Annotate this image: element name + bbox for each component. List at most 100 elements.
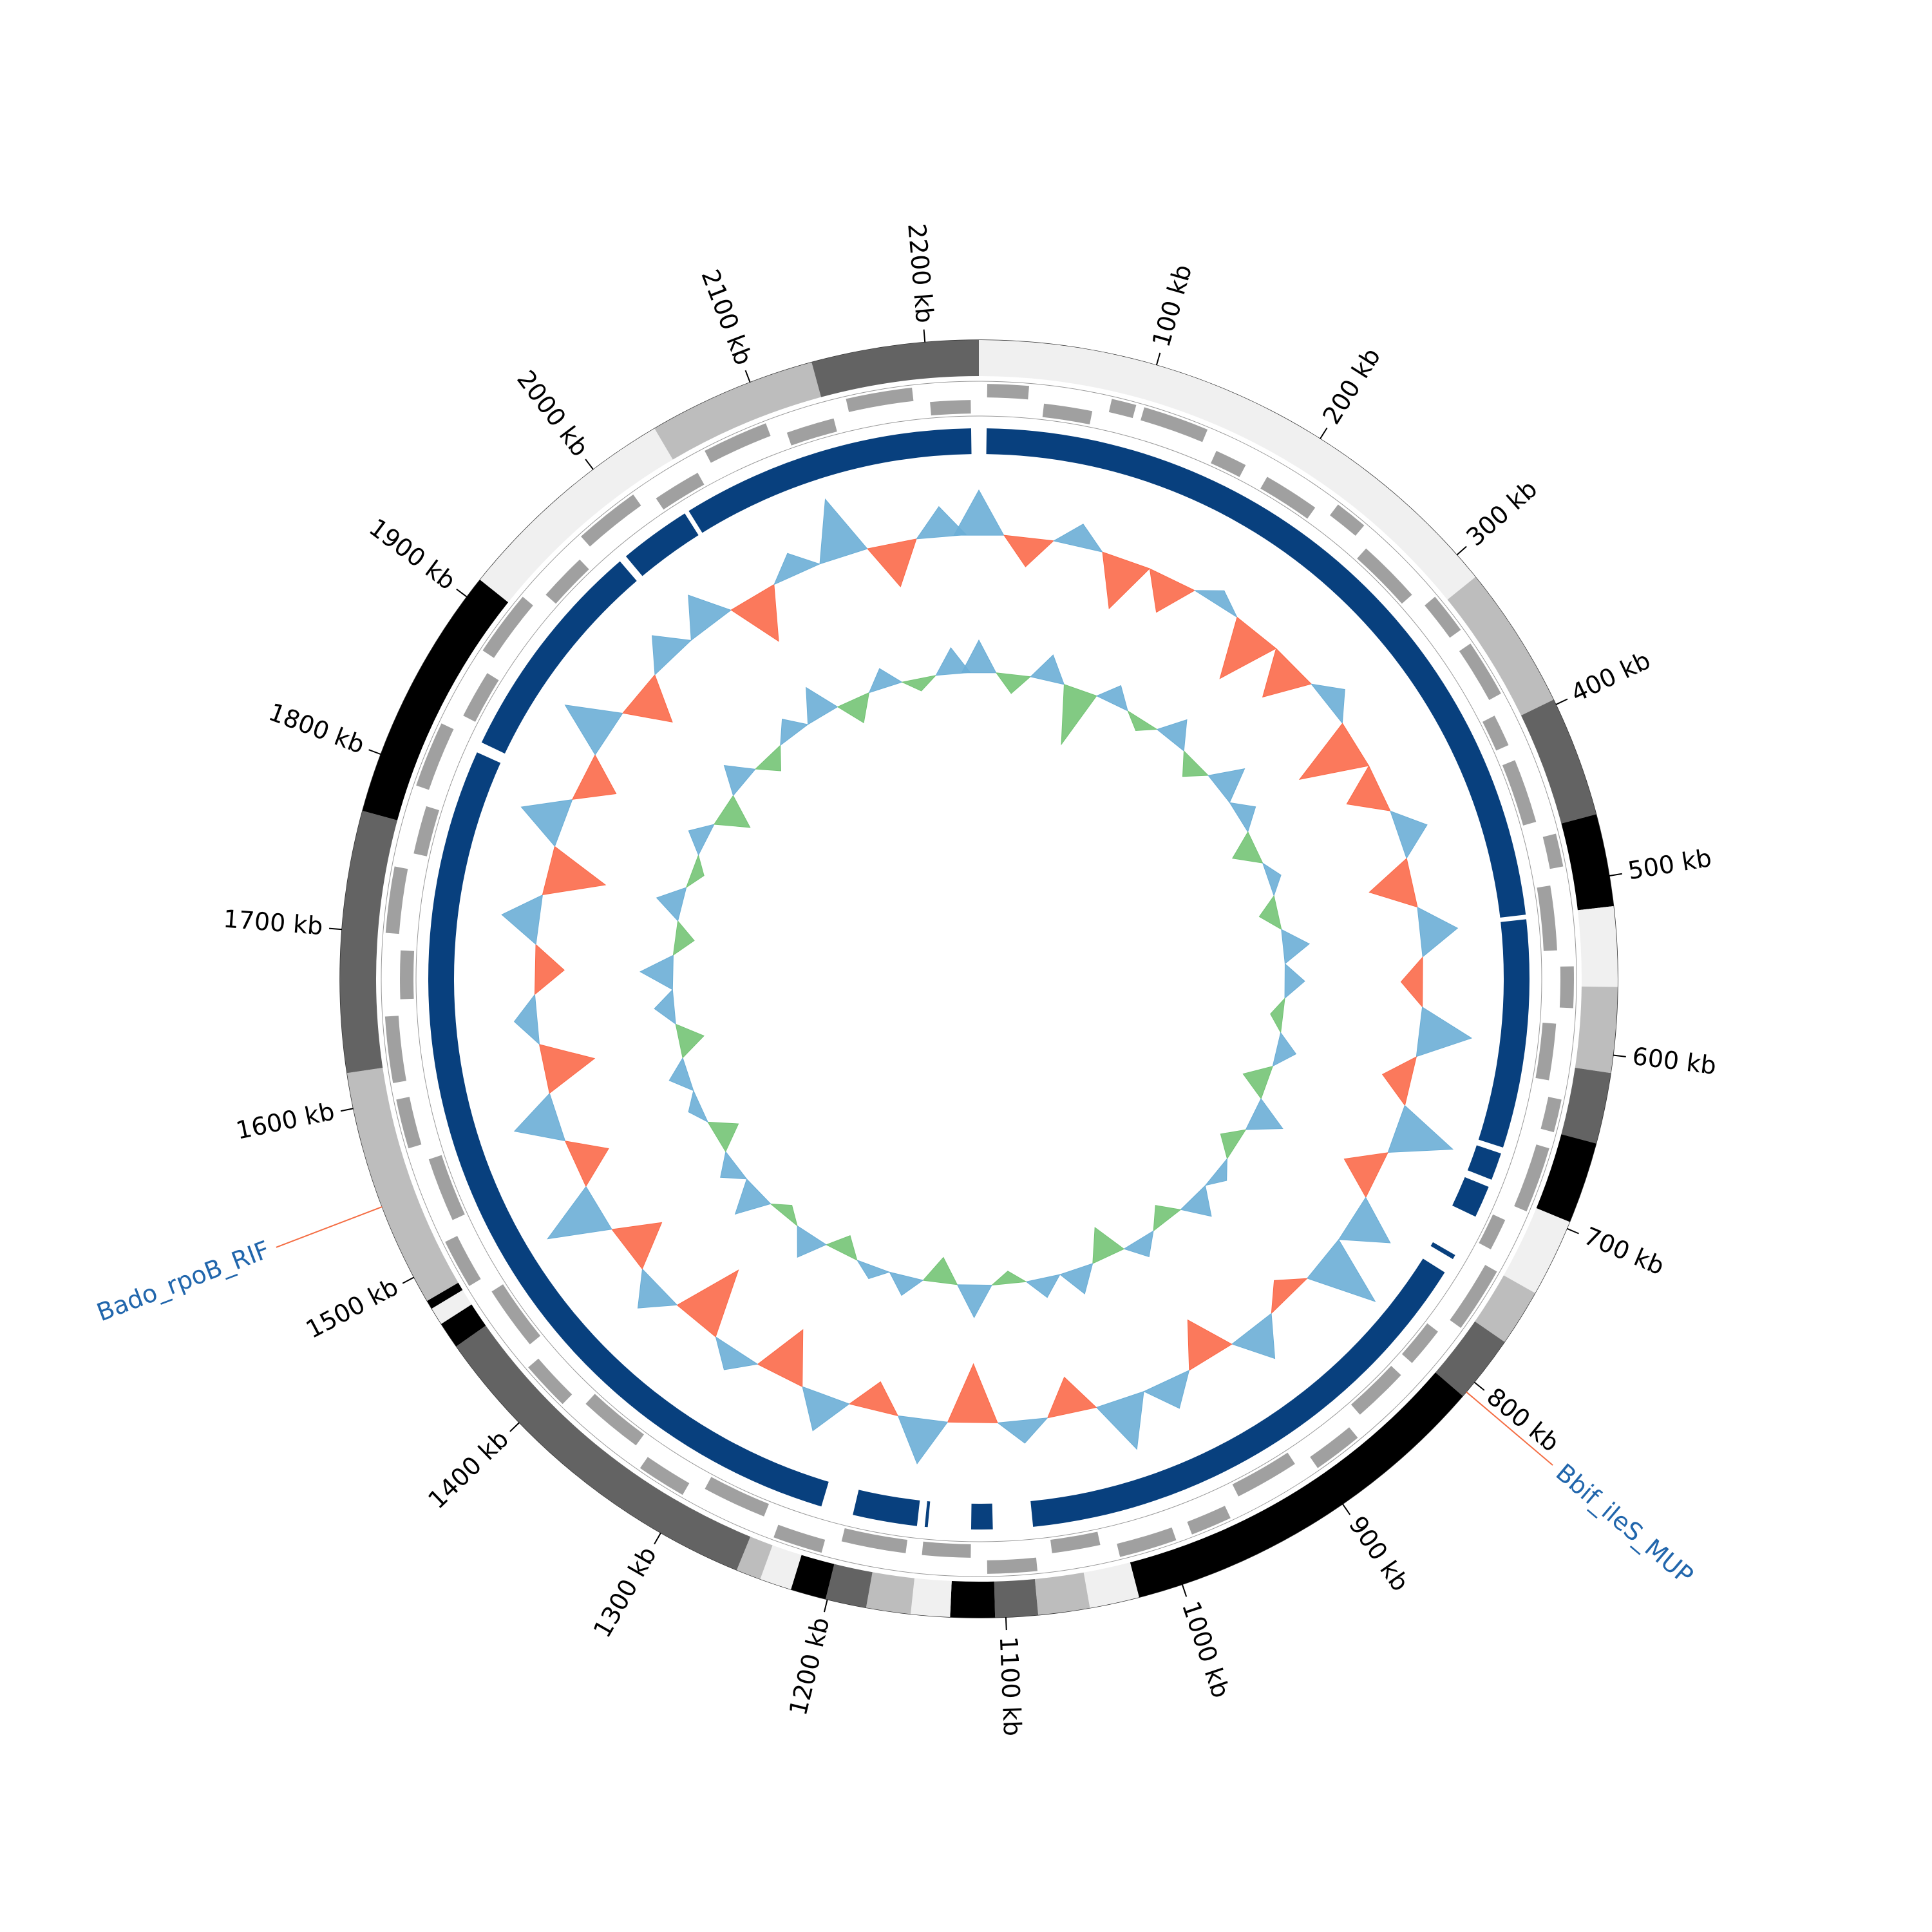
track-spike bbox=[639, 954, 674, 990]
gene bbox=[1232, 1452, 1295, 1497]
track-spike bbox=[995, 672, 1032, 694]
track-spike bbox=[1381, 1056, 1417, 1106]
tick bbox=[1456, 545, 1467, 556]
gene bbox=[384, 1016, 406, 1083]
contig bbox=[950, 1581, 996, 1618]
tick-label: 2000 kb bbox=[511, 365, 594, 462]
tick-label: 500 kb bbox=[1626, 844, 1714, 886]
track-spike bbox=[1123, 1230, 1154, 1258]
track-spike bbox=[961, 639, 997, 674]
track-spike bbox=[1156, 719, 1188, 752]
gene-ring-border bbox=[381, 381, 1577, 1577]
gene bbox=[1187, 1506, 1231, 1535]
tick bbox=[1566, 1227, 1579, 1235]
contig bbox=[1503, 1208, 1570, 1293]
track-spike bbox=[1187, 1319, 1233, 1371]
tick-label: 2200 kb bbox=[902, 222, 939, 324]
gene bbox=[1482, 715, 1509, 751]
tick-label: 1200 kb bbox=[784, 1615, 835, 1718]
track-spike bbox=[622, 674, 673, 723]
track-spike bbox=[806, 687, 838, 725]
track-spike bbox=[688, 594, 732, 641]
tick-label: 1500 kb bbox=[301, 1273, 403, 1344]
track-spike bbox=[1390, 810, 1428, 859]
block bbox=[481, 561, 637, 754]
track-spike bbox=[990, 1271, 1027, 1286]
gene bbox=[1330, 504, 1365, 536]
gene bbox=[987, 1557, 1037, 1574]
track-spike bbox=[513, 994, 540, 1045]
tick-label: 2100 kb bbox=[696, 265, 758, 368]
gene bbox=[705, 423, 771, 463]
track-spike bbox=[542, 846, 607, 896]
track-spike bbox=[688, 1090, 709, 1123]
gene bbox=[705, 1477, 770, 1517]
track-spike bbox=[947, 1363, 998, 1423]
track-spike bbox=[1182, 750, 1209, 777]
gene bbox=[585, 1394, 644, 1446]
track-spike bbox=[1258, 895, 1282, 931]
gene-ring-border bbox=[415, 415, 1542, 1542]
contig bbox=[362, 580, 509, 820]
track-spike bbox=[1242, 1065, 1274, 1099]
gene bbox=[416, 723, 454, 790]
gene bbox=[1211, 451, 1246, 477]
contig bbox=[431, 1290, 472, 1324]
gene bbox=[1117, 1527, 1177, 1557]
gene bbox=[846, 387, 914, 412]
track-spike bbox=[1030, 654, 1065, 685]
track-spike bbox=[1298, 723, 1370, 780]
track-spike bbox=[707, 1121, 739, 1153]
track-spike bbox=[819, 498, 868, 565]
contig bbox=[1561, 1067, 1611, 1144]
track-spike bbox=[668, 1057, 694, 1092]
gene bbox=[773, 1524, 826, 1553]
gene bbox=[1350, 1365, 1401, 1415]
contig bbox=[994, 1578, 1039, 1618]
track-spike bbox=[501, 894, 544, 945]
track-spike bbox=[901, 674, 937, 692]
contig bbox=[1034, 1572, 1090, 1615]
tick bbox=[1320, 427, 1328, 439]
track-spike bbox=[1127, 710, 1158, 732]
track-spike bbox=[1046, 1376, 1097, 1419]
contig bbox=[1577, 906, 1618, 987]
tick bbox=[1005, 1617, 1007, 1631]
contig bbox=[480, 428, 673, 603]
gene bbox=[1357, 548, 1412, 604]
gene bbox=[545, 559, 589, 604]
contig bbox=[1520, 699, 1596, 824]
contig bbox=[1561, 814, 1614, 911]
track-spike bbox=[564, 1141, 609, 1188]
contig bbox=[456, 1325, 751, 1570]
gene bbox=[987, 384, 1030, 400]
track-spike bbox=[916, 506, 967, 540]
annotation-label: Bado_rpoB_RIF bbox=[93, 1235, 273, 1327]
gene bbox=[463, 673, 499, 722]
tick-label: 1900 kb bbox=[364, 513, 460, 596]
track-spike bbox=[889, 1271, 924, 1296]
tick bbox=[1155, 352, 1161, 366]
track-spike bbox=[922, 1256, 958, 1285]
track-spike bbox=[956, 1284, 992, 1319]
track-spike bbox=[652, 635, 692, 676]
gene bbox=[413, 806, 439, 857]
track-spike bbox=[564, 705, 623, 755]
track-spike bbox=[1059, 1263, 1094, 1295]
track-spike bbox=[723, 765, 756, 797]
tick-label: 600 kb bbox=[1631, 1042, 1718, 1080]
track-spike bbox=[1416, 1007, 1473, 1057]
track-spike bbox=[1245, 1098, 1283, 1130]
track-spike bbox=[953, 489, 1005, 536]
track-spike bbox=[520, 799, 573, 847]
track-spike bbox=[1271, 1278, 1308, 1314]
track-spike bbox=[797, 1225, 827, 1258]
annotation-line bbox=[276, 1206, 383, 1248]
track-spike bbox=[1095, 685, 1128, 712]
track-spike bbox=[547, 1186, 612, 1240]
track-spike bbox=[1231, 831, 1264, 864]
contig bbox=[1435, 1321, 1505, 1396]
tick bbox=[823, 1599, 828, 1613]
track-spike bbox=[656, 887, 687, 922]
gene bbox=[1537, 885, 1557, 951]
